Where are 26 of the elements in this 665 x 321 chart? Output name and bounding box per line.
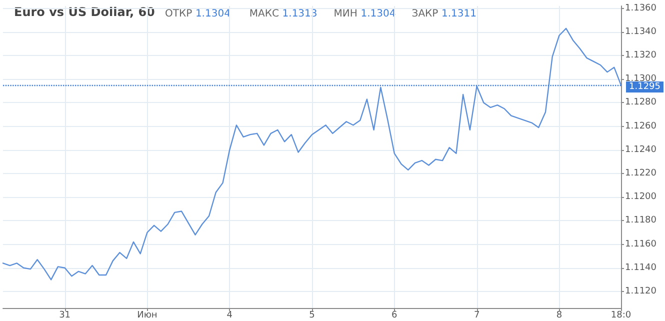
y-tick-label: 1.1240: [625, 144, 657, 155]
ref-line-label: 1.1295: [629, 82, 660, 92]
y-tick-label: 1.1260: [625, 121, 657, 132]
y-tick-label: 1.1280: [625, 98, 657, 108]
x-tick-label: 18:0: [610, 310, 632, 320]
y-tick-label: 1.1120: [625, 286, 657, 296]
y-tick-label: 1.1220: [625, 168, 657, 179]
y-tick-label: 1.1180: [625, 216, 657, 226]
annotation: МАКС 1.1313: [249, 8, 318, 20]
x-tick-label: 8: [556, 310, 562, 320]
x-tick-label: 4: [226, 310, 233, 320]
annotation: ОТКР 1.1304: [165, 8, 230, 20]
annotation: МИН 1.1304: [334, 8, 396, 20]
x-tick-label: 7: [474, 310, 480, 320]
y-tick-label: 1.1320: [625, 50, 657, 61]
y-tick-label: 1.1160: [625, 239, 657, 250]
y-tick-label: 1.1200: [625, 192, 657, 202]
x-tick-label: Июн: [137, 310, 158, 320]
x-tick-label: 6: [392, 310, 398, 320]
annotation: ЗАКР 1.1311: [412, 8, 477, 20]
line-series: [2, 28, 622, 280]
y-tick-label: 1.1140: [625, 262, 657, 273]
y-tick-label: 1.1360: [625, 3, 657, 14]
x-tick-label: 5: [309, 310, 315, 320]
x-tick-label: 31: [59, 310, 71, 320]
y-tick-label: 1.1340: [625, 26, 657, 37]
